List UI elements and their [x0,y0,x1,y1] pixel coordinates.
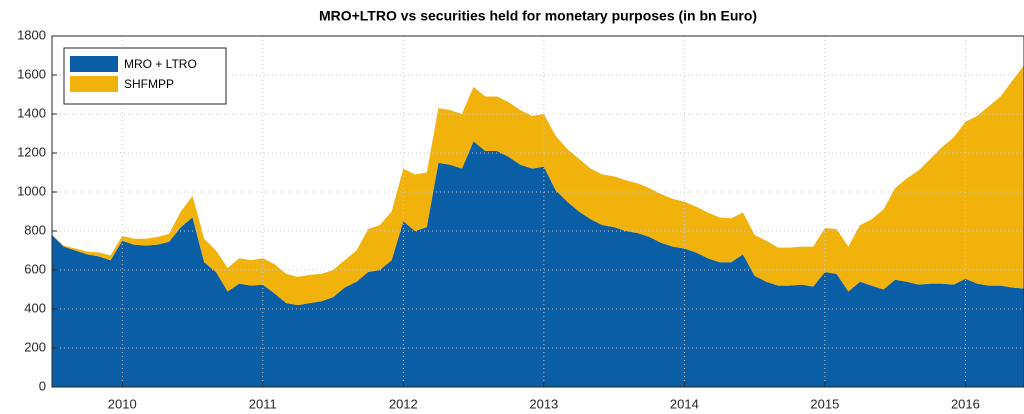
legend-label: SHFMPP [124,77,174,91]
x-tick-label: 2014 [670,396,699,411]
legend-swatch [70,76,118,92]
legend-label: MRO + LTRO [124,57,197,71]
y-tick-label: 600 [24,261,46,276]
plot-frame [51,35,1024,388]
y-tick-label: 400 [24,300,46,315]
area [52,65,1024,306]
area [52,141,1024,387]
y-tick-label: 800 [24,222,46,237]
y-tick-label: 1800 [17,27,46,42]
legend: MRO + LTRO SHFMPP [63,47,227,105]
legend-swatch [70,56,118,72]
y-tick-label: 1400 [17,105,46,120]
chart-title: MRO+LTRO vs securities held for monetary… [319,8,757,24]
y-tick-label: 200 [24,339,46,354]
x-tick-label: 2011 [249,396,277,411]
x-tick-label: 2012 [389,396,418,411]
x-tick-label: 2013 [529,396,558,411]
x-tick-label: 2015 [810,396,839,411]
y-tick-label: 1000 [17,183,46,198]
x-tick-label: 2016 [951,396,980,411]
y-tick-label: 1200 [17,144,46,159]
y-tick-label: 1600 [17,66,46,81]
y-tick-label: 0 [39,378,46,393]
x-tick-label: 2010 [108,396,137,411]
